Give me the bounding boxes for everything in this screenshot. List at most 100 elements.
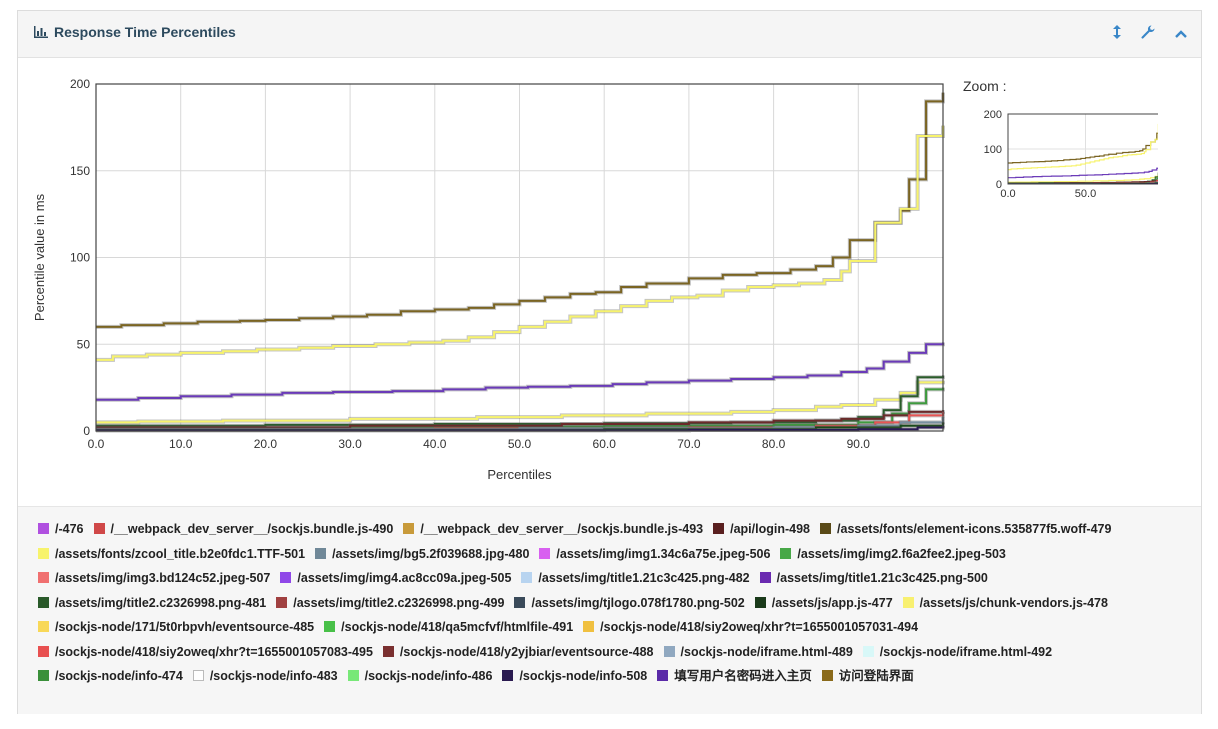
legend-item[interactable]: /sockjs-node/info-508 (502, 664, 647, 689)
series-line (96, 342, 944, 401)
legend-label: 访问登陆界面 (838, 669, 914, 683)
legend-item[interactable]: /assets/img/img3.bd124c52.jpeg-507 (38, 566, 270, 591)
legend-item[interactable]: /sockjs-node/171/5t0rbpvh/eventsource-48… (38, 615, 314, 640)
y-tick-label: 100 (70, 251, 90, 265)
legend-item[interactable]: /sockjs-node/418/siy2oweq/xhr?t=16550010… (38, 640, 373, 665)
legend-item[interactable]: /sockjs-node/info-474 (38, 664, 183, 689)
legend-swatch (502, 670, 514, 681)
legend-item[interactable]: /assets/img/title2.c2326998.png-481 (38, 591, 266, 616)
legend-swatch (276, 596, 288, 608)
legend-item[interactable]: /sockjs-node/iframe.html-489 (663, 640, 853, 665)
legend-label: /sockjs-node/iframe.html-489 (680, 644, 853, 659)
legend-label: /assets/img/img4.ac8cc09a.jpeg-505 (297, 571, 512, 585)
legend-item[interactable]: /-476 (38, 517, 84, 542)
legend-label: /sockjs-node/418/siy2oweq/xhr?t=16550010… (600, 620, 919, 634)
legend-swatch (583, 621, 595, 632)
legend-item[interactable]: /sockjs-node/418/qa5mcfvf/htmlfile-491 (324, 615, 573, 640)
legend-item[interactable]: /sockjs-node/info-483 (192, 664, 338, 689)
legend-swatch (38, 547, 49, 559)
legend-label: /-476 (55, 522, 84, 536)
legend-label: /assets/js/chunk-vendors.js-478 (919, 595, 1108, 610)
legend-swatch (862, 645, 874, 657)
legend-swatch (902, 596, 914, 608)
legend-item[interactable]: /assets/img/bg5.2f039688.jpg-480 (315, 542, 529, 567)
legend-item[interactable]: /assets/js/chunk-vendors.js-478 (902, 591, 1108, 616)
x-tick-label: 30.0 (338, 437, 362, 451)
legend-item[interactable]: /__webpack_dev_server__/sockjs.bundle.js… (93, 517, 394, 542)
panel-title: Response Time Percentiles (34, 24, 236, 40)
x-tick-label: 20.0 (254, 437, 278, 451)
zoom-series-line (1008, 167, 1158, 179)
legend-item[interactable]: /assets/img/img1.34c6a75e.jpeg-506 (539, 542, 770, 567)
legend-label: /sockjs-node/iframe.html-492 (879, 644, 1053, 659)
legend-label: /assets/img/img2.f6a2fee2.jpeg-503 (797, 546, 1006, 561)
legend-label: /sockjs-node/418/qa5mcfvf/htmlfile-491 (341, 620, 574, 634)
legend-label: /assets/img/img1.34c6a75e.jpeg-506 (556, 546, 771, 561)
x-tick-label: 80.0 (762, 437, 786, 451)
zoom-chart[interactable]: 200 100 00.0 50.0 (958, 100, 1158, 220)
chart-area: 0.0 10.0 20.0 30.0 40.0 50.0 60.0 70.0 80.0 90.0 0… (18, 58, 1201, 506)
panel-tools (1097, 25, 1187, 42)
y-tick-label: 0 (83, 424, 90, 438)
series-line (96, 125, 944, 361)
legend-label: /api/login-498 (730, 522, 811, 536)
legend-swatch (657, 670, 669, 681)
legend-item[interactable]: 填写用户名密码进入主页 (657, 664, 812, 689)
legend-label: /assets/img/title2.c2326998.png-499 (293, 595, 505, 610)
series-line (96, 410, 944, 429)
zoom-y-tick-label: 200 (984, 109, 1002, 121)
response-time-panel: Response Time Percentiles 0.0 10.0 20.0 30.… (17, 10, 1202, 714)
legend-swatch (663, 645, 675, 657)
legend-swatch (820, 523, 832, 534)
x-tick-label: 40.0 (423, 437, 447, 451)
legend-item[interactable]: /assets/img/title1.21c3c425.png-500 (759, 566, 988, 591)
legend-item[interactable]: /assets/js/app.js-477 (754, 591, 893, 616)
legend-item[interactable]: /assets/img/title1.21c3c425.png-482 (521, 566, 750, 591)
legend-label: /__webpack_dev_server__/sockjs.bundle.js… (110, 522, 394, 536)
x-tick-label: 10.0 (169, 437, 193, 451)
legend-item[interactable]: /assets/img/img2.f6a2fee2.jpeg-503 (780, 542, 1006, 567)
legend-swatch (280, 572, 292, 583)
y-tick-label: 50 (77, 337, 91, 351)
legend-item[interactable]: /__webpack_dev_server__/sockjs.bundle.js… (403, 517, 703, 542)
legend-swatch (821, 670, 833, 681)
legend-item[interactable]: /assets/fonts/zcool_title.b2e0fdc1.TTF-5… (38, 542, 305, 567)
zoom-series-line (1008, 123, 1158, 171)
legend-item[interactable]: /assets/img/img4.ac8cc09a.jpeg-505 (280, 566, 511, 591)
legend-item[interactable]: /assets/img/tjlogo.078f1780.png-502 (514, 591, 745, 616)
series-line (96, 425, 944, 432)
legend-label: /assets/js/app.js-477 (771, 595, 893, 610)
legend-label: /sockjs-node/info-508 (519, 669, 648, 683)
legend-swatch (521, 572, 533, 583)
legend-label: /sockjs-node/info-474 (55, 669, 183, 683)
legend-swatch (713, 523, 725, 534)
legend-swatch (780, 547, 792, 559)
legend-item[interactable]: /sockjs-node/info-486 (347, 664, 492, 689)
x-tick-label: 60.0 (593, 437, 617, 451)
percentile-chart[interactable]: 0.0 10.0 20.0 30.0 40.0 50.0 60.0 70.0 80.0 90.0 0… (18, 58, 958, 506)
legend-swatch (38, 596, 49, 608)
legend-swatch (38, 670, 49, 681)
legend-swatch (403, 523, 415, 534)
legend-item[interactable]: /assets/img/title2.c2326998.png-499 (276, 591, 504, 616)
collapse-icon[interactable] (1175, 26, 1187, 42)
legend-label: /assets/img/tjlogo.078f1780.png-502 (531, 595, 745, 610)
legend-item[interactable]: /sockjs-node/418/siy2oweq/xhr?t=16550010… (583, 615, 918, 640)
legend-item[interactable]: /sockjs-node/418/y2yjbiar/eventsource-48… (382, 640, 654, 665)
legend-item[interactable]: /api/login-498 (713, 517, 810, 542)
x-axis-label: Percentiles (487, 467, 552, 482)
chart-legend: /-476 /__webpack_dev_server__/sockjs.bund… (38, 517, 1188, 689)
legend-item[interactable]: 访问登陆界面 (821, 664, 914, 689)
legend-label: /assets/img/title1.21c3c425.png-500 (776, 571, 988, 585)
zoom-x-tick-label: 0.0 (1000, 188, 1015, 200)
legend-item[interactable]: /assets/fonts/element-icons.535877f5.wof… (820, 517, 1111, 542)
legend-item[interactable]: /sockjs-node/iframe.html-492 (862, 640, 1053, 665)
legend-swatch (93, 523, 105, 534)
legend-label: /sockjs-node/418/y2yjbiar/eventsource-48… (399, 644, 654, 659)
legend-label: /assets/img/bg5.2f039688.jpg-480 (332, 546, 530, 561)
wrench-icon[interactable] (1141, 25, 1155, 42)
resize-icon[interactable] (1113, 25, 1122, 42)
series-line (96, 92, 944, 328)
legend-label: /sockjs-node/info-483 (209, 669, 338, 683)
legend-swatch (192, 670, 204, 681)
